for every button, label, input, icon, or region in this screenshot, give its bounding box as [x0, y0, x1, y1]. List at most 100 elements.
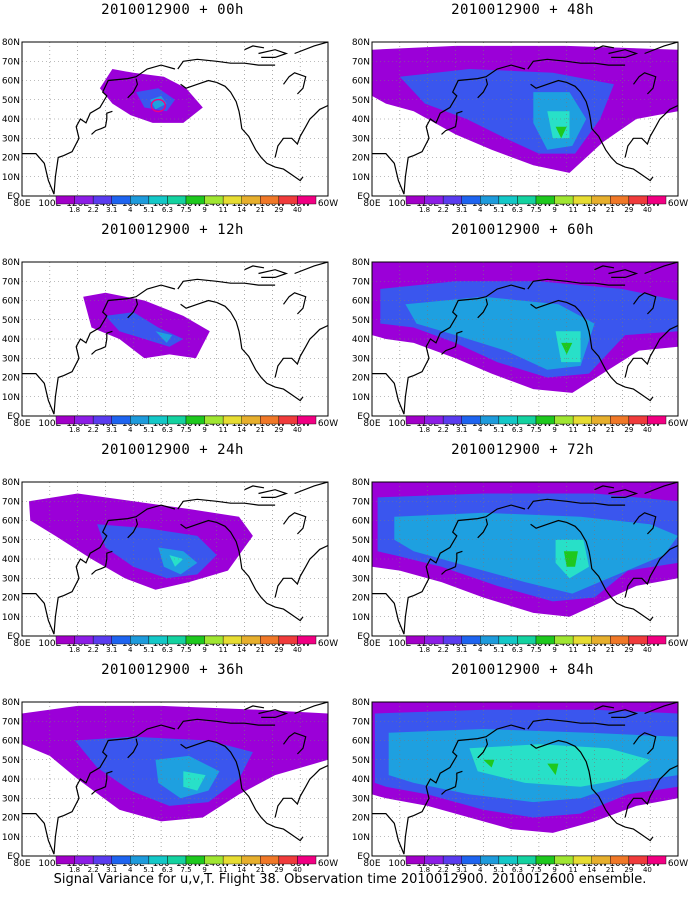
colorbar-label: 9	[202, 646, 206, 654]
colorbar-label: 11	[569, 646, 578, 654]
colorbar-swatch	[628, 195, 648, 205]
colorbar-label: 7.5	[180, 206, 191, 214]
colorbar-swatch	[130, 855, 150, 865]
colorbar-label: 29	[624, 646, 633, 654]
y-tick-label: 30N	[352, 794, 370, 804]
colorbar-label: 6.3	[162, 426, 173, 434]
colorbar-swatch	[204, 195, 224, 205]
y-tick-label: 30N	[352, 574, 370, 584]
colorbar-label: 5.1	[143, 866, 154, 874]
y-tick-label: 10N	[352, 833, 370, 843]
x-tick-label: 100E	[38, 419, 61, 429]
coastline	[530, 519, 654, 622]
coastline	[441, 550, 463, 575]
colorbar-swatch	[185, 855, 205, 865]
y-tick-label: 60N	[2, 737, 20, 747]
colorbar-label: 3.1	[106, 866, 117, 874]
colorbar-label: 14	[237, 426, 246, 434]
colorbar-swatch	[222, 415, 242, 425]
panel-title: 2010012900 + 00h	[101, 2, 244, 18]
colorbar-label: 21	[606, 646, 615, 654]
colorbar-label: 6.3	[512, 206, 523, 214]
coastline	[633, 292, 657, 315]
panel-title: 2010012900 + 72h	[451, 442, 594, 458]
colorbar-swatch	[405, 855, 425, 865]
colorbar-label: 5.1	[143, 426, 154, 434]
colorbar-swatch	[572, 415, 592, 425]
colorbar-label: 4	[128, 206, 133, 214]
y-tick-label: 50N	[2, 316, 20, 326]
colorbar-swatch	[498, 855, 518, 865]
colorbar-label: 21	[256, 646, 265, 654]
y-tick-label: 60N	[2, 77, 20, 87]
y-tick-label: 30N	[2, 354, 20, 364]
colorbar-label: 40	[643, 206, 652, 214]
coastline	[180, 519, 304, 622]
colorbar-label: 7.5	[530, 646, 541, 654]
colorbar-label: 29	[274, 646, 283, 654]
y-tick-label: 40N	[352, 775, 370, 785]
colorbar-label: 4	[128, 426, 133, 434]
variance-contour	[469, 744, 651, 787]
panel-title: 2010012900 + 60h	[451, 222, 594, 238]
colorbar-swatch	[591, 195, 611, 205]
colorbar-label: 9	[552, 206, 556, 214]
colorbar-swatch	[92, 415, 112, 425]
colorbar-label: 40	[643, 646, 652, 654]
y-tick-label: EQ	[7, 852, 20, 862]
y-tick-label: EQ	[357, 852, 370, 862]
coastline	[91, 330, 113, 355]
colorbar-label: 7.5	[530, 866, 541, 874]
colorbar-swatch	[260, 195, 280, 205]
colorbar-label: 21	[256, 206, 265, 214]
y-tick-label: 50N	[352, 96, 370, 106]
coastline	[530, 79, 654, 182]
colorbar-swatch	[222, 635, 242, 645]
x-tick-label: 60W	[668, 419, 688, 429]
colorbar-swatch	[222, 855, 242, 865]
colorbar-label: 3.1	[106, 426, 117, 434]
colorbar-label: 1.8	[69, 866, 80, 874]
coastline	[608, 709, 639, 718]
colorbar-label: 9	[202, 206, 206, 214]
y-tick-label: 80N	[2, 698, 20, 708]
colorbar-label: 40	[643, 866, 652, 874]
colorbar-swatch	[480, 855, 500, 865]
colorbar-label: 7.5	[530, 426, 541, 434]
y-tick-label: EQ	[357, 412, 370, 422]
colorbar-swatch	[572, 635, 592, 645]
y-tick-label: 40N	[2, 555, 20, 565]
colorbar-label: 1.8	[419, 426, 430, 434]
coastline	[441, 330, 463, 355]
colorbar-swatch	[185, 635, 205, 645]
colorbar-label: 9	[202, 866, 206, 874]
y-tick-label: 10N	[352, 613, 370, 623]
colorbar-label: 9	[552, 866, 556, 874]
x-tick-label: 80E	[363, 639, 380, 649]
colorbar-label: 9	[552, 646, 556, 654]
colorbar-swatch	[260, 415, 280, 425]
colorbar-label: 2.2	[88, 426, 99, 434]
colorbar-swatch	[628, 635, 648, 645]
colorbar-label: 29	[624, 866, 633, 874]
coastline	[22, 284, 176, 415]
coastline	[477, 78, 489, 99]
colorbar-swatch	[442, 635, 462, 645]
colorbar-swatch	[424, 635, 444, 645]
colorbar-label: 1.8	[419, 206, 430, 214]
colorbar-label: 2.2	[438, 426, 449, 434]
colorbar-label: 21	[606, 866, 615, 874]
map-panel: 2010012900 + 36h EQ 10N 20N 30N 40N 50N 60N 70N 8…	[0, 660, 345, 880]
y-tick-label: 50N	[352, 536, 370, 546]
y-tick-label: 30N	[2, 134, 20, 144]
colorbar-label: 29	[274, 866, 283, 874]
y-tick-label: 60N	[352, 77, 370, 87]
colorbar-swatch	[204, 415, 224, 425]
colorbar-label: 4	[478, 426, 483, 434]
y-tick-label: 60N	[2, 297, 20, 307]
map-panel: 2010012900 + 00h EQ 10N 20N 30N 40N 50N 60N 70N 8…	[0, 0, 345, 220]
colorbar-label: 3.1	[456, 206, 467, 214]
colorbar-label: 29	[274, 426, 283, 434]
coastline	[608, 489, 639, 498]
coastline	[527, 58, 626, 70]
